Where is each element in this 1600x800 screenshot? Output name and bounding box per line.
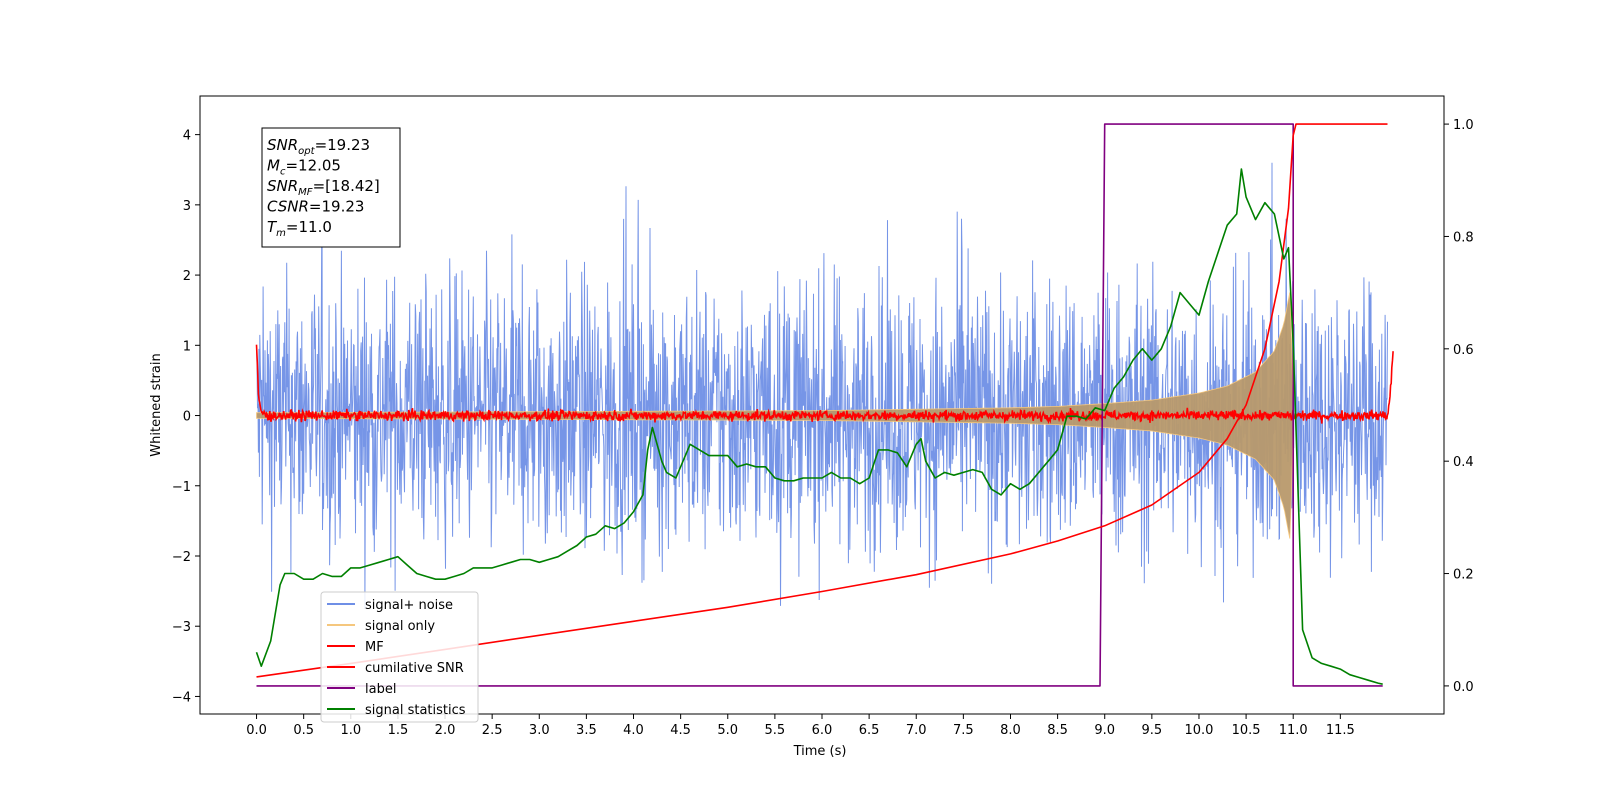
x-tick-label: 5.0 xyxy=(717,723,738,738)
x-tick-label: 4.0 xyxy=(623,723,644,738)
y-tick-label-right: 0.6 xyxy=(1453,343,1474,358)
x-tick-label: 10.0 xyxy=(1184,723,1213,738)
x-tick-label: 8.5 xyxy=(1047,723,1068,738)
x-tick-label: 7.5 xyxy=(953,723,974,738)
x-tick-label: 2.5 xyxy=(482,723,503,738)
x-tick-label: 9.5 xyxy=(1142,723,1163,738)
legend-label: label xyxy=(365,682,396,697)
annotation-line: Mc=12.05 xyxy=(267,157,341,178)
x-tick-label: 5.5 xyxy=(765,723,786,738)
x-tick-label: 6.5 xyxy=(859,723,880,738)
x-tick-label: 2.0 xyxy=(435,723,456,738)
y-tick-label-right: 0.8 xyxy=(1453,230,1474,245)
x-tick-label: 11.0 xyxy=(1279,723,1308,738)
x-tick-label: 1.5 xyxy=(388,723,409,738)
x-tick-label: 8.0 xyxy=(1000,723,1021,738)
y-tick-label-right: 0.4 xyxy=(1453,455,1474,470)
y-tick-label-right: 0.2 xyxy=(1453,568,1474,583)
annotation-line: SNRopt=19.23 xyxy=(267,136,370,157)
legend: signal+ noise signal only MF cumilative SNR… xyxy=(321,592,478,722)
x-tick-label: 10.5 xyxy=(1232,723,1261,738)
y-tick-label: −1 xyxy=(172,480,191,495)
y-tick-label-right: 1.0 xyxy=(1453,118,1474,133)
y-axis-label: Whitened strain xyxy=(149,353,164,456)
x-tick-label: 6.0 xyxy=(812,723,833,738)
annotation-line: SNRMF=[18.42] xyxy=(267,177,380,198)
x-tick-label: 3.5 xyxy=(576,723,597,738)
y-tick-label: 4 xyxy=(183,129,191,144)
x-tick-label: 1.0 xyxy=(340,723,361,738)
legend-label: MF xyxy=(365,640,384,655)
x-tick-label: 3.0 xyxy=(529,723,550,738)
legend-label: cumilative SNR xyxy=(365,661,464,676)
x-tick-label: 0.0 xyxy=(246,723,267,738)
y-tick-label: −2 xyxy=(172,550,191,565)
y-tick-label: 2 xyxy=(183,269,191,284)
x-tick-label: 0.5 xyxy=(293,723,314,738)
y-tick-label: 1 xyxy=(183,339,191,354)
x-tick-label: 9.0 xyxy=(1094,723,1115,738)
y-tick-label: 0 xyxy=(183,410,191,425)
annotation-box: SNRopt=19.23Mc=12.05SNRMF=[18.42]CSNR=19… xyxy=(262,128,400,247)
y-tick-label: −4 xyxy=(172,690,191,705)
x-tick-label: 7.0 xyxy=(906,723,927,738)
legend-label: signal statistics xyxy=(365,703,466,718)
x-axis-label: Time (s) xyxy=(793,744,847,759)
annotation-line: CSNR=19.23 xyxy=(267,198,364,216)
x-tick-label: 4.5 xyxy=(670,723,691,738)
y-tick-label-right: 0.0 xyxy=(1453,680,1474,695)
x-tick-label: 11.5 xyxy=(1326,723,1355,738)
y-tick-label: −3 xyxy=(172,620,191,635)
y-tick-label: 3 xyxy=(183,199,191,214)
legend-label: signal only xyxy=(365,619,435,634)
legend-label: signal+ noise xyxy=(365,598,453,613)
